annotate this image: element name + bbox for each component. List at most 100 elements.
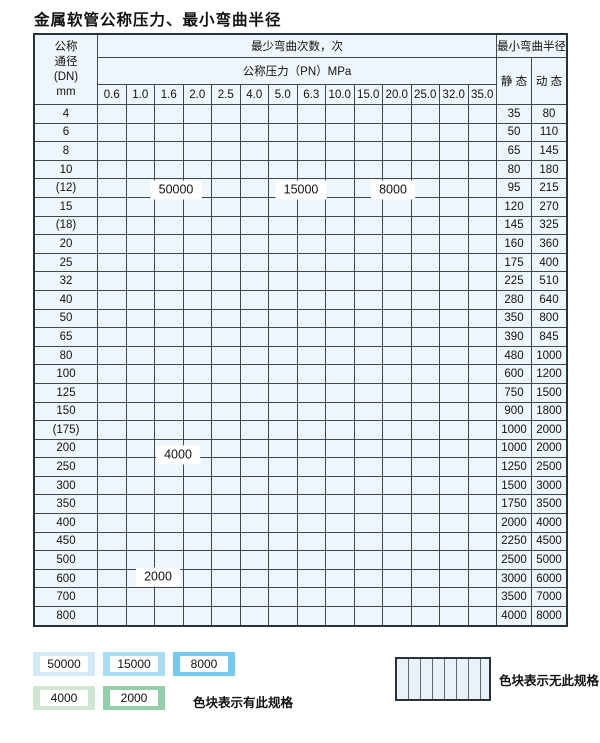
cell-no-spec <box>353 308 383 329</box>
cell-spec-4000 <box>125 438 155 459</box>
cell-no-spec <box>439 122 469 143</box>
static-radius-cell: 2500 <box>496 550 532 570</box>
cell-spec-50000 <box>211 234 241 254</box>
cell-no-spec <box>239 531 269 552</box>
legend-chip-4000: 4000 <box>33 686 95 710</box>
cell-spec-50000 <box>154 252 184 273</box>
dynamic-radius-cell: 1200 <box>531 364 568 384</box>
static-header: 静 态 <box>496 57 532 105</box>
cell-no-spec <box>239 587 269 608</box>
static-radius-cell: 80 <box>496 159 532 180</box>
cell-spec-2000 <box>97 513 127 533</box>
dynamic-radius-cell: 145 <box>531 141 568 161</box>
cell-spec-50000 <box>211 159 241 180</box>
static-radius-cell: 35 <box>496 104 532 124</box>
cell-spec-50000 <box>154 308 184 329</box>
cell-no-spec <box>382 475 412 496</box>
cell-spec-15000 <box>268 141 298 161</box>
cell-no-spec <box>439 234 469 254</box>
cell-spec-2000 <box>125 513 155 533</box>
cell-no-spec <box>467 457 497 477</box>
cell-spec-50000 <box>182 252 212 273</box>
cell-spec-50000 <box>125 345 155 366</box>
cell-no-spec <box>439 550 469 570</box>
cell-no-spec <box>325 587 355 608</box>
cell-spec-50000 <box>125 178 155 198</box>
cell-spec-50000 <box>182 196 212 217</box>
cell-spec-15000 <box>325 215 355 236</box>
cell-spec-15000 <box>239 308 269 329</box>
cell-spec-50000 <box>125 196 155 217</box>
cell-no-spec <box>439 178 469 198</box>
cell-spec-2000 <box>154 494 184 515</box>
cell-no-spec <box>382 420 412 440</box>
cell-no-spec <box>296 308 326 329</box>
cell-no-spec <box>268 475 298 496</box>
cell-spec-2000 <box>97 531 127 552</box>
cell-no-spec <box>382 252 412 273</box>
cell-no-spec <box>439 531 469 552</box>
cell-no-spec <box>382 587 412 608</box>
cell-spec-50000 <box>125 141 155 161</box>
cell-no-spec <box>353 606 383 627</box>
cell-spec-4000 <box>97 401 127 422</box>
dn-header-line-2: 通径 <box>54 55 78 68</box>
cell-spec-50000 <box>182 308 212 329</box>
cell-no-spec <box>211 606 241 627</box>
table-row: 4 35 80 <box>33 104 568 124</box>
cell-no-spec <box>410 513 440 533</box>
cell-no-spec <box>439 252 469 273</box>
cell-spec-50000 <box>97 345 127 366</box>
table-row: 250 1250 2500 <box>33 457 568 477</box>
cell-no-spec <box>410 401 440 422</box>
cell-no-spec <box>382 364 412 384</box>
cell-spec-8000 <box>382 122 412 143</box>
pressure-col-header-11: 25.0 <box>410 84 440 105</box>
cell-no-spec <box>410 234 440 254</box>
cell-spec-4000 <box>211 457 241 477</box>
cell-spec-4000 <box>211 401 241 422</box>
cell-spec-15000 <box>268 159 298 180</box>
static-radius-cell: 1000 <box>496 420 532 440</box>
cell-spec-50000 <box>211 196 241 217</box>
cell-no-spec <box>410 457 440 477</box>
cell-spec-15000 <box>268 289 298 310</box>
dn-value-cell: 350 <box>33 494 98 515</box>
cell-spec-50000 <box>125 308 155 329</box>
cell-spec-15000 <box>239 159 269 180</box>
cell-no-spec <box>182 587 212 608</box>
cell-spec-50000 <box>97 178 127 198</box>
cell-spec-15000 <box>268 234 298 254</box>
cell-no-spec <box>268 550 298 570</box>
cell-spec-15000 <box>268 345 298 366</box>
cell-spec-50000 <box>97 327 127 347</box>
cell-spec-2000 <box>211 550 241 570</box>
dn-value-cell: 200 <box>33 438 98 459</box>
cell-spec-50000 <box>182 327 212 347</box>
table-row: 400 2000 4000 <box>33 513 568 533</box>
static-radius-cell: 390 <box>496 327 532 347</box>
header-row-3-pressure-values: 0.6 1.0 1.6 2.0 2.5 4.0 5.0 6.3 10.0 15.0 20.0 25.0… <box>34 84 567 105</box>
dn-header-line-1: 公称 <box>54 40 78 53</box>
cell-no-spec <box>439 587 469 608</box>
cell-spec-2000 <box>97 606 127 627</box>
cell-spec-4000 <box>182 420 212 440</box>
cell-spec-50000 <box>182 159 212 180</box>
cell-spec-4000 <box>211 382 241 403</box>
cell-spec-8000 <box>410 122 440 143</box>
cell-spec-15000 <box>296 141 326 161</box>
dynamic-radius-cell: 5000 <box>531 550 568 570</box>
cell-no-spec <box>410 252 440 273</box>
cell-spec-8000 <box>410 178 440 198</box>
dynamic-radius-cell: 400 <box>531 252 568 273</box>
cell-spec-4000 <box>239 475 269 496</box>
cell-no-spec <box>439 494 469 515</box>
cell-spec-15000 <box>296 252 326 273</box>
cell-spec-4000 <box>239 420 269 440</box>
cell-spec-8000 <box>382 104 412 124</box>
cell-spec-15000 <box>239 178 269 198</box>
cell-no-spec <box>296 327 326 347</box>
cell-no-spec <box>296 382 326 403</box>
cell-no-spec <box>353 345 383 366</box>
cell-spec-8000 <box>353 252 383 273</box>
